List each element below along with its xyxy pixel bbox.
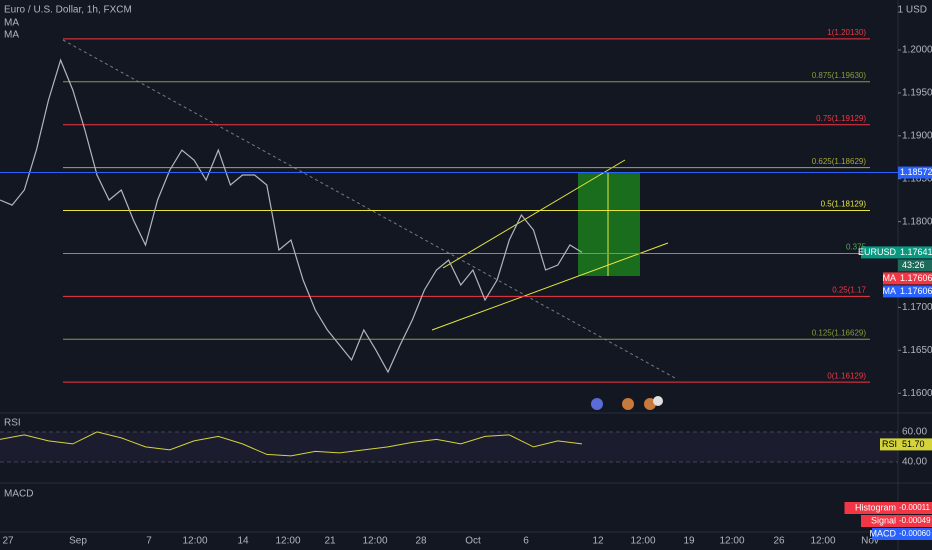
x-tick-label: 12 bbox=[592, 536, 604, 547]
x-tick-label: 12:00 bbox=[719, 536, 744, 547]
currency-label[interactable]: 1 USD bbox=[898, 5, 927, 16]
price-tag-name-box bbox=[883, 272, 898, 285]
x-tick-label: Oct bbox=[465, 536, 481, 547]
indicator-label[interactable]: MA bbox=[4, 18, 19, 29]
price-tag-value: 1.18572 bbox=[900, 167, 932, 177]
price-tag bbox=[898, 272, 932, 285]
fib-label: 0.25(1.17 bbox=[832, 285, 866, 294]
y-tick-label: 1.16000 bbox=[902, 388, 932, 399]
x-tick-label: Nov bbox=[861, 536, 879, 547]
x-tick-label: 14 bbox=[237, 536, 249, 547]
price-tag bbox=[898, 166, 932, 179]
fib-label: 0.75(1.19129) bbox=[816, 114, 866, 123]
price-tag-name: MA bbox=[883, 286, 897, 296]
rsi-tick-label: 60.00 bbox=[902, 427, 927, 438]
target-box bbox=[578, 173, 640, 276]
y-tick-label: 1.18500 bbox=[902, 173, 932, 184]
price-tag-name-box bbox=[883, 285, 898, 298]
rsi-tag-value: 51.70 bbox=[902, 439, 925, 449]
x-tick-label: 12:00 bbox=[810, 536, 835, 547]
fib-label: 0.625(1.18629) bbox=[812, 157, 867, 166]
price-tag bbox=[898, 285, 932, 298]
fib-label: 0.375 bbox=[846, 243, 867, 252]
x-tick-label: 19 bbox=[683, 536, 695, 547]
y-tick-label: 1.16500 bbox=[902, 345, 932, 356]
macd-tag-value: -0.00060 bbox=[899, 529, 931, 538]
x-tick-label: 28 bbox=[415, 536, 427, 547]
event-icons[interactable] bbox=[591, 396, 663, 410]
rsi-tag-name: RSI bbox=[882, 439, 897, 449]
macd-tag-value: -0.00011 bbox=[899, 503, 931, 512]
symbol-title[interactable]: Euro / U.S. Dollar, 1h, FXCM bbox=[4, 5, 132, 16]
price-tag bbox=[898, 246, 932, 259]
macd-tag-name-box bbox=[861, 515, 898, 527]
y-tick-label: 1.19000 bbox=[902, 130, 932, 141]
x-tick-label: 27 bbox=[2, 536, 14, 547]
price-tag-value: 1.17641 bbox=[900, 247, 932, 257]
x-tick-label: Sep bbox=[69, 536, 87, 547]
macd-tag-name: Signal bbox=[871, 515, 896, 525]
x-tick-label: 12:00 bbox=[362, 536, 387, 547]
y-tick-label: 1.19500 bbox=[902, 88, 932, 99]
macd-tag bbox=[898, 502, 932, 514]
fib-label: 0.125(1.16629) bbox=[812, 328, 867, 337]
macd-tag-value: -0.00049 bbox=[899, 516, 931, 525]
price-tag-value: 1.17606 bbox=[900, 286, 932, 296]
countdown: 43:26 bbox=[902, 260, 925, 270]
channel-upper bbox=[442, 159, 626, 269]
channel-lower bbox=[431, 242, 669, 331]
event-icon[interactable] bbox=[591, 398, 603, 410]
countdown-box bbox=[898, 259, 932, 272]
macd-tag-name-box bbox=[844, 502, 898, 514]
macd-tag-name-box bbox=[872, 528, 898, 540]
price-tag-name-box bbox=[861, 246, 898, 259]
x-tick-label: 12:00 bbox=[630, 536, 655, 547]
macd-tag bbox=[898, 528, 932, 540]
macd-tag-name: MACD bbox=[870, 528, 897, 538]
macd-tag-name: Histogram bbox=[855, 502, 896, 512]
trend-line bbox=[62, 39, 676, 379]
x-tick-label: 7 bbox=[146, 536, 152, 547]
event-icon[interactable] bbox=[622, 398, 634, 410]
price-line bbox=[0, 58, 583, 374]
price-tag-name: EURUSD bbox=[858, 247, 897, 257]
rsi-line bbox=[0, 431, 583, 457]
macd-label[interactable]: MACD bbox=[4, 489, 33, 500]
fib-label: 0(1.16129) bbox=[827, 371, 866, 380]
event-icon[interactable] bbox=[653, 396, 663, 406]
x-tick-label: 12:00 bbox=[275, 536, 300, 547]
macd-tag bbox=[898, 515, 932, 527]
y-tick-label: 1.17000 bbox=[902, 302, 932, 313]
x-tick-label: 6 bbox=[523, 536, 529, 547]
rsi-tag bbox=[880, 438, 932, 451]
x-tick-label: 12:00 bbox=[182, 536, 207, 547]
fib-label: 1(1.20130) bbox=[827, 28, 866, 37]
fib-label: 0.875(1.19630) bbox=[812, 71, 867, 80]
rsi-band bbox=[0, 431, 898, 462]
rsi-label[interactable]: RSI bbox=[4, 418, 21, 429]
y-tick-label: 1.18000 bbox=[902, 216, 932, 227]
indicator-label[interactable]: MA bbox=[4, 30, 19, 41]
x-tick-label: 26 bbox=[773, 536, 785, 547]
y-tick-label: 1.20000 bbox=[902, 45, 932, 56]
price-tag-value: 1.17606 bbox=[900, 273, 932, 283]
price-tag-name: MA bbox=[883, 273, 897, 283]
x-tick-label: 21 bbox=[324, 536, 336, 547]
rsi-tick-label: 40.00 bbox=[902, 457, 927, 468]
fib-label: 0.5(1.18129) bbox=[821, 200, 867, 209]
